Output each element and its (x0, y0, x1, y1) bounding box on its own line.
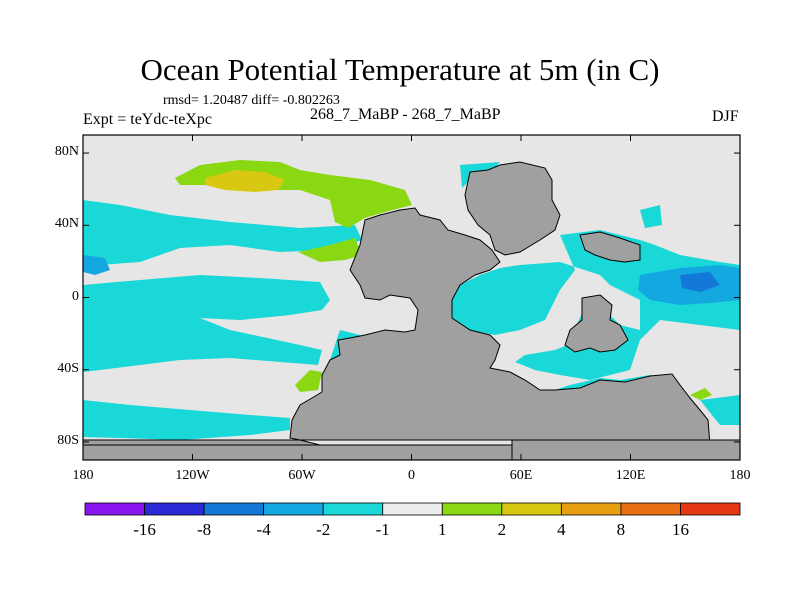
colorbar-label: 2 (497, 520, 507, 539)
experiment-label: Expt = teYdc-teXpc (83, 111, 212, 128)
colorbar-swatch (84, 502, 145, 516)
lon-tick-label: 0 (408, 468, 415, 483)
lat-tick-label: 40N (54, 216, 79, 232)
yellow-anomaly-region (205, 170, 285, 192)
lon-tick-label: 120E (615, 468, 646, 483)
lon-tick-label: 120W (175, 468, 210, 483)
colorbar-swatch (501, 502, 562, 516)
colorbar-label: 1 (438, 520, 447, 539)
colorbar-swatch (322, 502, 384, 516)
colorbar-swatch (263, 502, 324, 516)
lat-tick-label: 40S (57, 360, 79, 376)
colorbar-label: -1 (375, 520, 390, 539)
lat-tick-label: 0 (72, 288, 79, 304)
colorbar-label: -8 (196, 520, 212, 539)
lon-tick-label: 60W (288, 468, 316, 483)
colorbar-label: -4 (256, 520, 271, 539)
season-label: DJF (712, 108, 739, 125)
lon-tick-label: 180 (729, 468, 751, 483)
colorbar (84, 502, 741, 516)
case-label: 268_7_MaBP - 268_7_MaBP (310, 106, 501, 123)
colorbar-swatch (203, 502, 265, 516)
land-masses (82, 161, 741, 461)
colorbar-label: -2 (316, 520, 331, 539)
lon-tick-label: 180 (72, 468, 94, 483)
colorbar-swatch (382, 502, 443, 516)
map-plot-area (82, 135, 741, 461)
plot-title: Ocean Potential Temperature at 5m (in C) (140, 52, 660, 87)
colorbar-swatch (144, 502, 205, 516)
colorbar-swatch (680, 502, 741, 516)
colorbar-label: 4 (557, 520, 566, 539)
lon-tick-label: 60E (509, 468, 533, 483)
colorbar-label: -16 (133, 520, 156, 539)
colorbar-label: 8 (616, 520, 626, 539)
lat-tick-label: 80S (57, 432, 79, 448)
colorbar-swatch (441, 502, 503, 516)
colorbar-swatch (560, 502, 622, 516)
lat-tick-label: 80N (54, 144, 79, 160)
axis-ticks (82, 135, 741, 460)
stats-line: rmsd= 1.20487 diff= -0.802263 (163, 93, 340, 108)
colorbar-label: 16 (671, 520, 689, 539)
colorbar-swatch (620, 502, 681, 516)
